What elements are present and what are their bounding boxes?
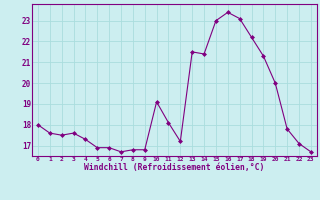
X-axis label: Windchill (Refroidissement éolien,°C): Windchill (Refroidissement éolien,°C) xyxy=(84,163,265,172)
